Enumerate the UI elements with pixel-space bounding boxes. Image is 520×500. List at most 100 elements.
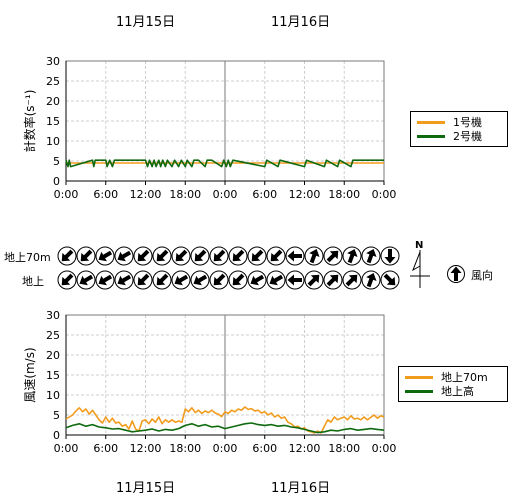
- top-date-label-1: 11月15日: [116, 15, 176, 30]
- wind-direction-panel: [57, 246, 400, 290]
- x-tick-label: 6:00: [252, 442, 277, 455]
- legend-swatch-green: [417, 134, 445, 138]
- x-tick-label: 18:00: [169, 442, 201, 455]
- wind-arrow-ground: [304, 270, 324, 290]
- y-axis-title: 風速(m/s): [23, 347, 37, 402]
- x-tick-label: 0:00: [372, 188, 397, 201]
- x-tick-label: 12:00: [130, 188, 162, 201]
- wind-arrow-70m: [266, 246, 286, 266]
- legend-swatch-orange: [417, 120, 445, 124]
- y-tick-label: 20: [46, 95, 60, 108]
- bottom-date-label-1: 11月15日: [116, 481, 176, 496]
- wind-arrow-ground: [190, 270, 210, 290]
- wind-arrow-ground: [266, 270, 286, 290]
- wind-arrow-70m: [285, 246, 305, 266]
- y-tick-label: 0: [53, 175, 60, 188]
- wind-arrow-ground: [228, 270, 248, 290]
- series-line-2: [65, 422, 385, 434]
- legend-item-70m: 地上70m: [405, 370, 501, 384]
- y-tick-label: 25: [46, 75, 60, 88]
- wind-arrow-70m: [133, 246, 153, 266]
- x-tick-label: 0:00: [372, 442, 397, 455]
- row-label-ground: 地上: [22, 275, 44, 288]
- x-tick-label: 0:00: [54, 442, 79, 455]
- wind-arrow-ground: [342, 270, 362, 290]
- wind-speed-chart: 0 5 10 15 20 25 30 0:00 6:00 12:00 18:00 0:00 6:00 12…: [23, 309, 397, 455]
- wind-arrow-ground: [152, 270, 172, 290]
- y-tick-label: 30: [46, 309, 60, 322]
- x-tick-label: 18:00: [328, 188, 360, 201]
- count-rate-chart: 0 5 10 15 20 25 30 0:00 6:00 12:00 18:00 0:00 6:00 12…: [22, 55, 397, 201]
- wind-arrow-70m: [152, 246, 172, 266]
- y-tick-label: 10: [46, 135, 60, 148]
- wind-arrow-ground: [323, 270, 343, 290]
- wind-arrow-ground: [209, 270, 229, 290]
- wind-arrow-ground: [114, 270, 134, 290]
- row-label-70m: 地上70m: [4, 251, 51, 264]
- wind-arrow-70m: [323, 246, 343, 266]
- wind-arrow-70m: [342, 246, 362, 266]
- compass-north-label: N: [415, 240, 424, 251]
- legend-item-unit2: 2号機: [417, 129, 501, 143]
- wind-arrow-70m: [114, 246, 134, 266]
- y-tick-label: 30: [46, 55, 60, 68]
- compass-icon: [410, 250, 430, 288]
- x-tick-label: 0:00: [213, 442, 238, 455]
- wind-arrow-70m: [95, 246, 115, 266]
- wind-arrow-ground: [361, 270, 381, 290]
- legend-swatch-green-2: [405, 389, 433, 393]
- wind-arrow-ground: [171, 270, 191, 290]
- wind-arrow-ground: [247, 270, 267, 290]
- wind-speed-legend: 地上70m 地上高: [398, 366, 508, 402]
- y-tick-label: 0: [53, 429, 60, 442]
- series-line-1: [65, 406, 385, 434]
- wind-arrow-70m: [228, 246, 248, 266]
- legend-item-ground: 地上高: [405, 384, 501, 398]
- y-axis-title: 計数率(s⁻¹): [22, 90, 37, 153]
- y-tick-label: 25: [46, 329, 60, 342]
- y-tick-label: 5: [53, 155, 60, 168]
- x-tick-label: 12:00: [289, 188, 321, 201]
- legend-label-unit2: 2号機: [453, 130, 482, 143]
- x-tick-label: 6:00: [93, 188, 118, 201]
- wind-arrow-ground: [95, 270, 115, 290]
- x-tick-label: 6:00: [93, 442, 118, 455]
- legend-label-unit1: 1号機: [453, 116, 482, 129]
- wind-arrow-70m: [190, 246, 210, 266]
- legend-swatch-orange-2: [405, 375, 433, 379]
- x-tick-label: 12:00: [289, 442, 321, 455]
- x-tick-label: 18:00: [169, 188, 201, 201]
- wind-arrow-70m: [361, 246, 381, 266]
- y-tick-label: 5: [53, 409, 60, 422]
- wind-arrow-ground: [57, 270, 77, 290]
- wind-arrow-70m: [304, 246, 324, 266]
- legend-item-unit1: 1号機: [417, 115, 501, 129]
- wind-arrow-70m: [380, 246, 400, 266]
- y-tick-label: 15: [46, 115, 60, 128]
- wind-arrow-ground: [380, 270, 400, 290]
- legend-label-70m: 地上70m: [441, 371, 488, 384]
- top-date-label-2: 11月16日: [271, 15, 331, 30]
- wind-arrow-ground: [285, 270, 305, 290]
- wind-arrow-70m: [57, 246, 77, 266]
- y-tick-label: 10: [46, 389, 60, 402]
- wind-direction-legend-arrow-icon: [447, 265, 465, 283]
- x-tick-label: 12:00: [130, 442, 162, 455]
- wind-direction-legend-label: 風向: [471, 269, 493, 282]
- wind-arrow-70m: [209, 246, 229, 266]
- count-rate-legend: 1号機 2号機: [410, 111, 508, 147]
- x-tick-label: 0:00: [54, 188, 79, 201]
- y-tick-label: 15: [46, 369, 60, 382]
- wind-arrow-ground: [133, 270, 153, 290]
- series-line-2: [65, 159, 384, 168]
- wind-arrow-ground: [76, 270, 96, 290]
- x-tick-label: 6:00: [252, 188, 277, 201]
- x-tick-label: 0:00: [213, 188, 238, 201]
- wind-arrow-70m: [76, 246, 96, 266]
- wind-arrow-70m: [247, 246, 267, 266]
- legend-label-ground: 地上高: [441, 385, 474, 398]
- y-tick-label: 20: [46, 349, 60, 362]
- x-tick-label: 18:00: [328, 442, 360, 455]
- wind-arrow-70m: [171, 246, 191, 266]
- bottom-date-label-2: 11月16日: [271, 481, 331, 496]
